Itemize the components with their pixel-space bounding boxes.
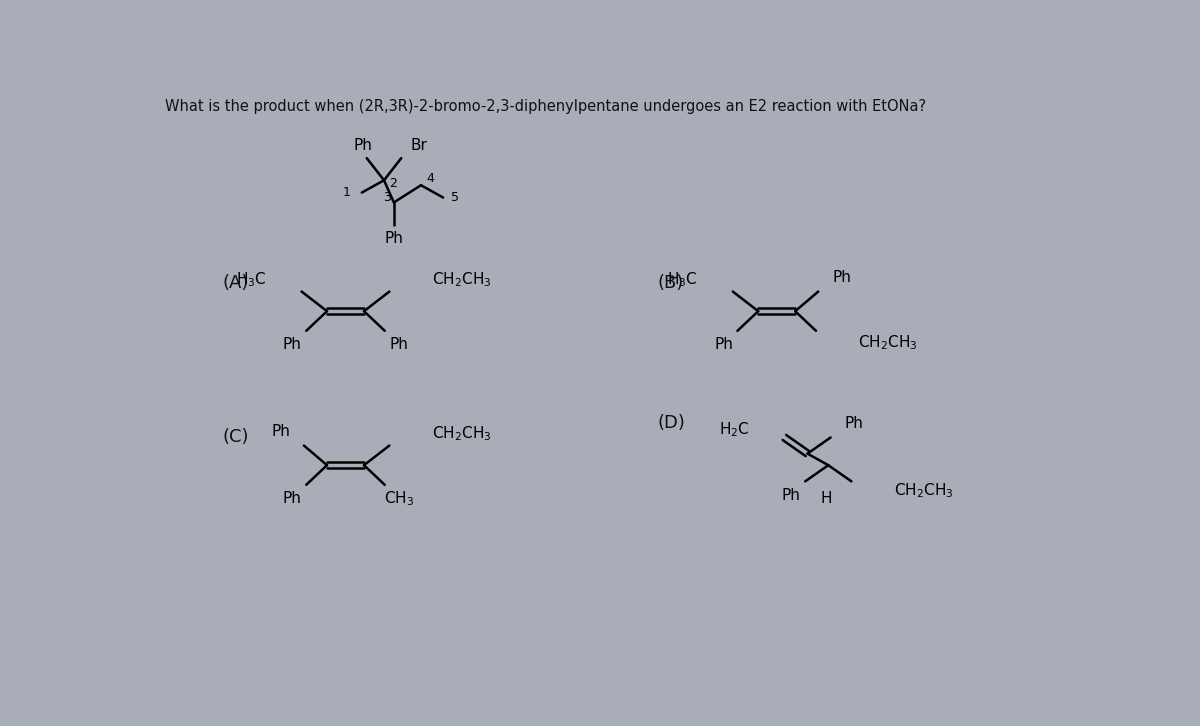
Text: 4: 4 (426, 172, 434, 185)
Text: 1: 1 (343, 186, 352, 199)
Text: 2: 2 (389, 177, 397, 190)
Text: (D): (D) (658, 414, 685, 432)
Text: Ph: Ph (283, 337, 302, 352)
Text: H$_3$C: H$_3$C (236, 271, 266, 290)
Text: CH$_2$CH$_3$: CH$_2$CH$_3$ (432, 425, 492, 444)
Text: H$_2$C: H$_2$C (719, 420, 750, 439)
Text: Ph: Ph (354, 138, 372, 153)
Text: Ph: Ph (845, 416, 863, 431)
Text: Ph: Ph (283, 492, 302, 506)
Text: 3: 3 (383, 192, 391, 204)
Text: Br: Br (410, 138, 427, 153)
Text: Ph: Ph (714, 337, 733, 352)
Text: (C): (C) (222, 428, 248, 446)
Text: What is the product when (2R,3R)-2-bromo-2,3-diphenylpentane undergoes an E2 rea: What is the product when (2R,3R)-2-bromo… (164, 99, 925, 115)
Text: CH$_2$CH$_3$: CH$_2$CH$_3$ (858, 333, 918, 351)
Text: CH$_2$CH$_3$: CH$_2$CH$_3$ (432, 271, 492, 290)
Text: CH$_3$: CH$_3$ (384, 489, 414, 508)
Text: Ph: Ph (384, 231, 403, 246)
Text: H$_3$C: H$_3$C (667, 271, 698, 290)
Text: Ph: Ph (832, 270, 851, 285)
Text: Ph: Ph (271, 424, 290, 439)
Text: (A): (A) (222, 274, 248, 292)
Text: CH$_2$CH$_3$: CH$_2$CH$_3$ (894, 481, 954, 500)
Text: 5: 5 (451, 191, 458, 204)
Text: Ph: Ph (782, 488, 800, 502)
Text: (B): (B) (658, 274, 684, 292)
Text: Ph: Ph (389, 337, 408, 352)
Text: H: H (821, 492, 832, 506)
